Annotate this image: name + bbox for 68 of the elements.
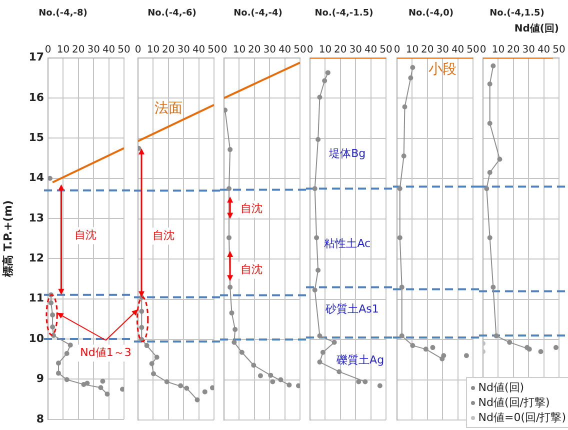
x-tick-label: 20 bbox=[421, 44, 434, 56]
x-tick-label: 30 bbox=[177, 44, 190, 56]
x-tick-label: 0 bbox=[306, 44, 314, 56]
x-tick-label: 0 bbox=[394, 44, 400, 56]
x-tick-label: 10 bbox=[406, 44, 419, 56]
x-tick-label: 50 bbox=[466, 44, 480, 56]
x-tick-label: 10 bbox=[146, 44, 160, 56]
chart-title: No.(-4,-8) bbox=[38, 8, 88, 19]
annotation: 小段 bbox=[428, 62, 457, 78]
y-tick-label: 8 bbox=[36, 412, 44, 426]
y-tick-label: 12 bbox=[28, 252, 44, 265]
legend-label: Nd値(回/打撃) bbox=[478, 396, 550, 409]
x-tick-label: 50 bbox=[294, 44, 306, 56]
chart-title: No.(-4,1.5) bbox=[490, 8, 544, 19]
x-tick-label: 40 bbox=[364, 44, 378, 56]
x-tick-label: 50 bbox=[118, 44, 130, 56]
y-tick-label: 9 bbox=[36, 372, 44, 386]
x-tick-label: 50 bbox=[208, 44, 220, 56]
x-tick-label: 40 bbox=[192, 44, 206, 56]
x-tick-label: 30 bbox=[522, 44, 535, 56]
x-tick-label: 20 bbox=[507, 44, 520, 56]
x-tick-label: 10 bbox=[492, 44, 505, 56]
y-axis-title: 標高 T.P.+(m) bbox=[1, 200, 14, 278]
x-tick-label: 30 bbox=[87, 44, 100, 56]
x-tick-label: 0 bbox=[480, 44, 486, 56]
y-tick-label: 15 bbox=[28, 131, 44, 144]
x-tick-label: 30 bbox=[436, 44, 449, 56]
y-tick-label: 16 bbox=[28, 90, 44, 104]
x-tick-label: 10 bbox=[232, 44, 246, 56]
legend-label: Nd値=0(回/打撃) bbox=[478, 411, 566, 424]
x-tick-label: 30 bbox=[263, 44, 276, 56]
annotation: 粘性土Ac bbox=[324, 236, 371, 250]
x-tick-label: 0 bbox=[44, 44, 52, 56]
x-tick-label: 20 bbox=[334, 44, 347, 56]
y-tick-label: 11 bbox=[28, 292, 44, 305]
y-tick-label: 17 bbox=[28, 50, 44, 64]
x-axis-title: Nd値(回) bbox=[514, 22, 559, 34]
y-tick-label: 14 bbox=[28, 171, 44, 184]
x-tick-label: 40 bbox=[451, 44, 464, 56]
x-tick-label: 0 bbox=[134, 44, 142, 56]
annotation: 礫質土Ag bbox=[336, 353, 384, 366]
x-tick-label: 40 bbox=[102, 44, 116, 56]
annotation: 自沈 bbox=[240, 263, 263, 276]
annotation: 自沈 bbox=[74, 228, 97, 242]
x-tick-label: 40 bbox=[278, 44, 292, 56]
legend-label: Nd値(回) bbox=[478, 381, 524, 394]
annotation: 自沈 bbox=[240, 202, 263, 215]
x-tick-label: 30 bbox=[349, 44, 362, 56]
chart-title: No.(-4,0) bbox=[408, 8, 454, 19]
annotation: 法面 bbox=[154, 100, 182, 117]
y-tick-label: 10 bbox=[28, 332, 44, 345]
x-tick-label: 20 bbox=[162, 44, 175, 56]
x-tick-label: 20 bbox=[248, 44, 261, 56]
annotation: 自沈 bbox=[152, 228, 175, 242]
x-tick-label: 0 bbox=[220, 44, 228, 56]
annotation: 堤体Bg bbox=[328, 147, 366, 160]
annotation: Nd値1～3 bbox=[80, 346, 132, 359]
x-tick-label: 40 bbox=[537, 44, 550, 56]
x-tick-label: 10 bbox=[318, 44, 332, 56]
x-tick-label: 50 bbox=[380, 44, 392, 56]
x-tick-label: 20 bbox=[72, 44, 85, 56]
x-tick-label: 10 bbox=[56, 44, 70, 56]
chart-title: No.(-4,-4) bbox=[234, 8, 282, 19]
chart-title: No.(-4,-6) bbox=[148, 8, 196, 19]
y-tick-label: 13 bbox=[28, 211, 44, 224]
annotation: 砂質土As1 bbox=[324, 302, 379, 316]
chart-title: No.(-4,-1.5) bbox=[314, 8, 374, 19]
x-tick-label: 50 bbox=[552, 44, 566, 56]
